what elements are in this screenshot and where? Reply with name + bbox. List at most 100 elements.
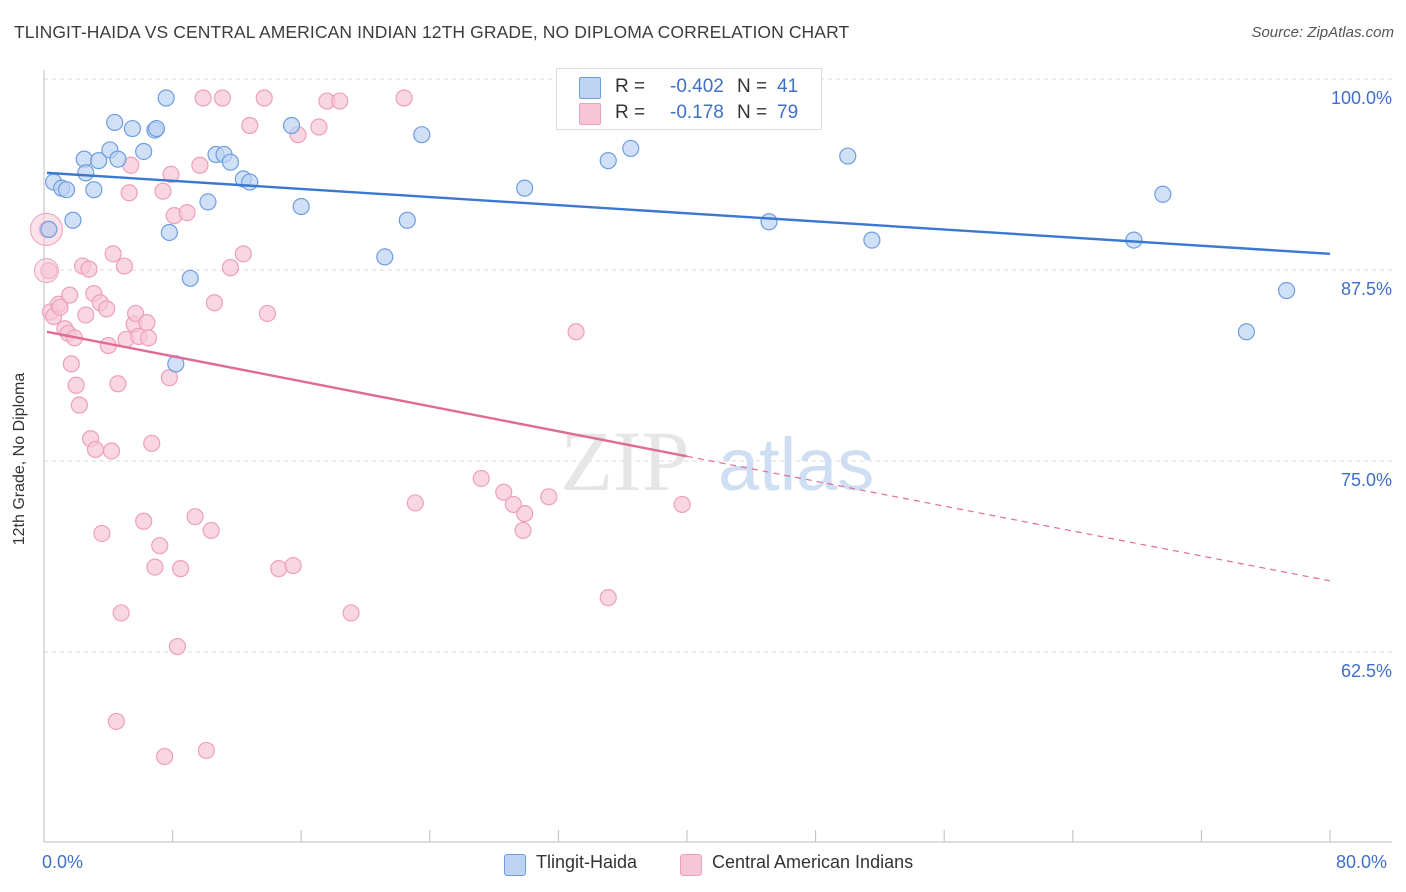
data-point-tlingit-haida: [109, 150, 127, 168]
data-point-central-american-indians: [62, 355, 80, 373]
legend-label: Central American Indians: [712, 852, 914, 872]
data-point-tlingit-haida: [85, 181, 103, 199]
data-point-central-american-indians: [472, 469, 490, 488]
trendline-central-american-indians-extension: [686, 455, 1331, 582]
data-point-central-american-indians: [202, 521, 220, 540]
data-point-central-american-indians: [155, 747, 174, 766]
r-value: -0.178: [670, 102, 724, 123]
data-point-central-american-indians: [504, 495, 522, 514]
data-point-tlingit-haida: [622, 139, 640, 158]
data-point-central-american-indians: [342, 604, 360, 622]
data-point-central-american-indians: [109, 375, 127, 393]
n-value: 79: [777, 102, 799, 123]
watermark-layer: ZIP atlas: [561, 413, 875, 509]
data-point-tlingit-haida: [135, 142, 153, 161]
data-point-tlingit-haida: [282, 116, 301, 135]
data-point-central-american-indians: [406, 494, 424, 512]
legend-label: Tlingit-Haida: [536, 852, 638, 872]
data-point-tlingit-haida: [1237, 323, 1256, 341]
data-point-central-american-indians: [135, 512, 153, 530]
data-point-central-american-indians: [146, 558, 164, 576]
data-point-central-american-indians: [138, 314, 156, 332]
data-point-tlingit-haida: [221, 153, 240, 171]
data-point-tlingit-haida: [516, 179, 534, 197]
data-point-central-american-indians: [258, 304, 277, 323]
grid-layer: [44, 78, 1392, 653]
data-point-tlingit-haida: [241, 173, 259, 191]
data-point-central-american-indians: [194, 89, 212, 107]
y-tick-labels: 62.5% 75.0% 87.5% 100.0%: [1331, 88, 1392, 681]
y-tick-label: 100.0%: [1331, 88, 1392, 108]
data-point-tlingit-haida: [376, 248, 394, 266]
y-tick-label: 75.0%: [1341, 470, 1392, 490]
data-point-tlingit-haida: [40, 220, 58, 239]
data-point-central-american-indians: [51, 298, 69, 316]
data-point-tlingit-haida: [199, 193, 217, 211]
data-point-central-american-indians: [516, 505, 534, 523]
data-point-tlingit-haida: [760, 213, 778, 231]
data-point-central-american-indians: [107, 712, 125, 731]
legend-swatch-pink: [579, 103, 601, 125]
data-point-tlingit-haida: [398, 211, 416, 229]
data-point-central-american-indians: [139, 329, 158, 347]
data-point-central-american-indians: [255, 89, 273, 107]
data-point-central-american-indians: [205, 294, 223, 312]
series-legend: Tlingit-Haida Central American Indians: [0, 852, 1406, 878]
data-point-tlingit-haida: [863, 231, 881, 249]
data-point-central-american-indians: [61, 286, 79, 304]
watermark-atlas: atlas: [718, 423, 874, 506]
data-point-tlingit-haida: [1277, 281, 1296, 300]
data-point-central-american-indians: [191, 156, 209, 174]
x-tick-label-min: 0.0%: [42, 852, 84, 872]
legend-swatch-blue: [579, 77, 601, 99]
data-point-tlingit-haida: [157, 89, 175, 107]
r-value: -0.402: [670, 76, 724, 97]
data-point-tlingit-haida: [106, 113, 124, 132]
data-point-tlingit-haida: [123, 119, 142, 138]
data-point-central-american-indians: [120, 184, 138, 202]
data-point-tlingit-haida: [77, 164, 95, 182]
data-point-central-american-indians: [115, 257, 133, 275]
data-point-central-american-indians: [86, 440, 105, 459]
data-point-tlingit-haida: [413, 126, 431, 144]
data-point-central-american-indians: [102, 442, 121, 460]
tlingit-haida-points: [40, 89, 1296, 373]
trendline-central-american-indians: [46, 330, 688, 458]
data-point-central-american-indians: [143, 434, 161, 452]
watermark-zip: ZIP: [561, 413, 690, 509]
data-point-central-american-indians: [310, 118, 328, 136]
data-point-central-american-indians: [395, 89, 413, 107]
data-point-tlingit-haida: [147, 119, 166, 138]
n-label: N =: [737, 102, 768, 123]
data-point-central-american-indians: [178, 204, 196, 222]
data-point-tlingit-haida: [599, 152, 617, 170]
data-point-central-american-indians: [234, 245, 252, 263]
data-point-central-american-indians: [514, 521, 532, 540]
data-point-central-american-indians: [186, 508, 204, 526]
y-tick-label: 62.5%: [1341, 661, 1392, 681]
data-point-central-american-indians: [197, 741, 215, 760]
r-label: R =: [615, 76, 646, 97]
data-point-central-american-indians: [67, 376, 85, 394]
axis-layer: [43, 70, 1392, 843]
data-point-central-american-indians: [154, 182, 172, 200]
data-point-central-american-indians: [80, 260, 98, 278]
data-point-tlingit-haida: [839, 147, 857, 165]
data-point-tlingit-haida: [181, 269, 199, 287]
data-point-central-american-indians: [221, 259, 240, 277]
data-point-central-american-indians: [151, 537, 169, 555]
data-point-central-american-indians: [213, 89, 232, 107]
data-point-central-american-indians: [599, 589, 617, 607]
y-tick-label: 87.5%: [1341, 279, 1392, 299]
data-point-central-american-indians: [98, 300, 116, 318]
data-point-central-american-indians: [93, 524, 111, 543]
n-value: 41: [777, 76, 799, 97]
trend-layer: [46, 171, 1331, 582]
correlation-legend: R = -0.402 N = 41 R = -0.178 N = 79: [556, 68, 822, 130]
data-point-tlingit-haida: [160, 223, 178, 242]
data-point-central-american-indians: [112, 604, 130, 622]
data-point-tlingit-haida: [64, 211, 82, 229]
data-point-central-american-indians: [270, 560, 288, 578]
source-label: Source: ZipAtlas.com: [1251, 24, 1394, 41]
